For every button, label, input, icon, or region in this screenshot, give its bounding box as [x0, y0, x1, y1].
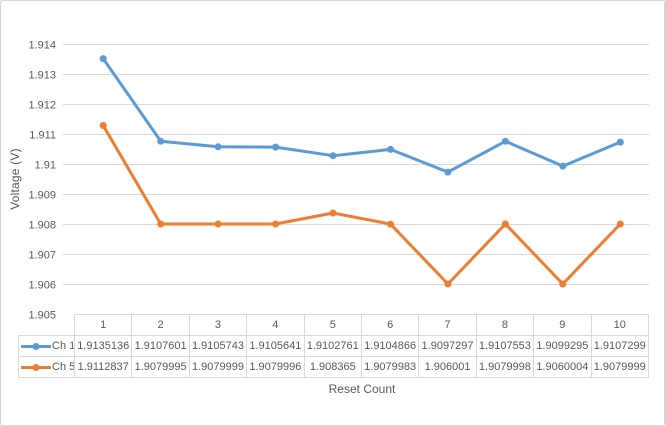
series-marker-ch-1 — [329, 152, 337, 160]
y-tick-label: 1.905 — [28, 310, 56, 322]
series-marker-ch-5 — [559, 280, 567, 288]
column-header: 7 — [418, 314, 477, 336]
y-tick-label: 1.911 — [29, 130, 56, 142]
data-table-header-row: 1 2 3 4 5 6 7 8 9 10 — [19, 314, 650, 336]
y-tick-label: 1.912 — [28, 100, 56, 112]
value-cell: 1.9107601 — [131, 335, 190, 357]
column-header: 8 — [475, 314, 535, 336]
value-cell: 1.9107553 — [475, 335, 535, 357]
column-header: 5 — [303, 314, 362, 336]
series-marker-ch-1 — [444, 168, 452, 176]
value-cell: 1.9097297 — [418, 335, 477, 357]
y-tick-label: 1.908 — [28, 220, 56, 232]
series-marker-ch-1 — [501, 137, 509, 145]
y-tick-label: 1.909 — [28, 190, 56, 202]
value-cell: 1.9079995 — [131, 356, 190, 378]
value-cell: 1.9060004 — [533, 356, 592, 378]
series-marker-ch-5 — [272, 220, 280, 228]
value-cell: 1.9112837 — [73, 356, 133, 378]
data-table-row: Ch 5 1.9112837 1.9079995 1.9079999 1.9079996… — [18, 356, 650, 378]
column-header: 1 — [73, 314, 133, 336]
series-marker-ch-5 — [444, 280, 452, 288]
series-marker-ch-1 — [387, 145, 394, 153]
x-axis-title: Reset Count — [328, 382, 396, 396]
value-cell: 1.9105743 — [188, 335, 248, 357]
series-marker-ch-5 — [157, 220, 165, 228]
data-table: 1 2 3 4 5 6 7 8 9 10 Ch 1 1.9135136 1.9107601 1.91057… — [18, 314, 650, 378]
series-marker-ch-5 — [616, 220, 624, 228]
series-label: Ch 5 — [52, 361, 75, 373]
data-table-row: Ch 1 1.9135136 1.9107601 1.9105743 1.9105641… — [18, 335, 650, 357]
value-cell: 1.9079996 — [246, 356, 305, 378]
series-marker-ch-1 — [616, 138, 624, 146]
value-cell: 1.908365 — [303, 356, 362, 378]
series-marker-ch-1 — [559, 162, 567, 170]
series-line-ch-1 — [101, 57, 622, 174]
legend-line-marker-icon — [21, 363, 51, 371]
series-marker-ch-5 — [329, 209, 337, 217]
value-cell: 1.9105641 — [246, 335, 305, 357]
legend-line-marker-icon — [21, 342, 51, 350]
value-cell: 1.9107299 — [590, 335, 650, 357]
data-table-corner — [19, 315, 75, 336]
value-cell: 1.9079983 — [360, 356, 420, 378]
column-header: 3 — [188, 314, 248, 336]
series-marker-ch-5 — [214, 220, 222, 228]
series-marker-ch-5 — [99, 122, 107, 129]
legend-key: Ch 5 — [18, 356, 75, 378]
column-header: 9 — [533, 314, 592, 336]
column-header: 10 — [590, 314, 650, 336]
y-tick-label: 1.906 — [28, 280, 56, 292]
y-tick-label: 1.914 — [28, 40, 56, 52]
value-cell: 1.9099295 — [533, 335, 592, 357]
series-marker-ch-1 — [157, 137, 165, 145]
value-cell: 1.9079998 — [475, 356, 535, 378]
y-tick-label: 1.913 — [28, 70, 56, 82]
y-tick-label: 1.91 — [35, 160, 56, 172]
series-line-ch-5 — [101, 124, 622, 286]
series-marker-ch-1 — [99, 55, 107, 63]
column-header: 6 — [360, 314, 420, 336]
value-cell: 1.9079999 — [590, 356, 650, 378]
legend-key: Ch 1 — [18, 335, 75, 357]
value-cell: 1.906001 — [418, 356, 477, 378]
value-cell: 1.9102761 — [303, 335, 362, 357]
value-cell: 1.9135136 — [73, 335, 133, 357]
series-label: Ch 1 — [52, 340, 75, 352]
column-header: 4 — [246, 314, 305, 336]
column-header: 2 — [131, 314, 190, 336]
series-marker-ch-5 — [387, 220, 394, 228]
value-cell: 1.9079999 — [188, 356, 248, 378]
value-cell: 1.9104866 — [360, 335, 420, 357]
y-axis-title: Voltage (V) — [8, 148, 22, 210]
series-marker-ch-1 — [214, 143, 222, 151]
series-marker-ch-1 — [272, 143, 280, 151]
y-tick-label: 1.907 — [28, 250, 56, 262]
series-marker-ch-5 — [501, 220, 509, 228]
